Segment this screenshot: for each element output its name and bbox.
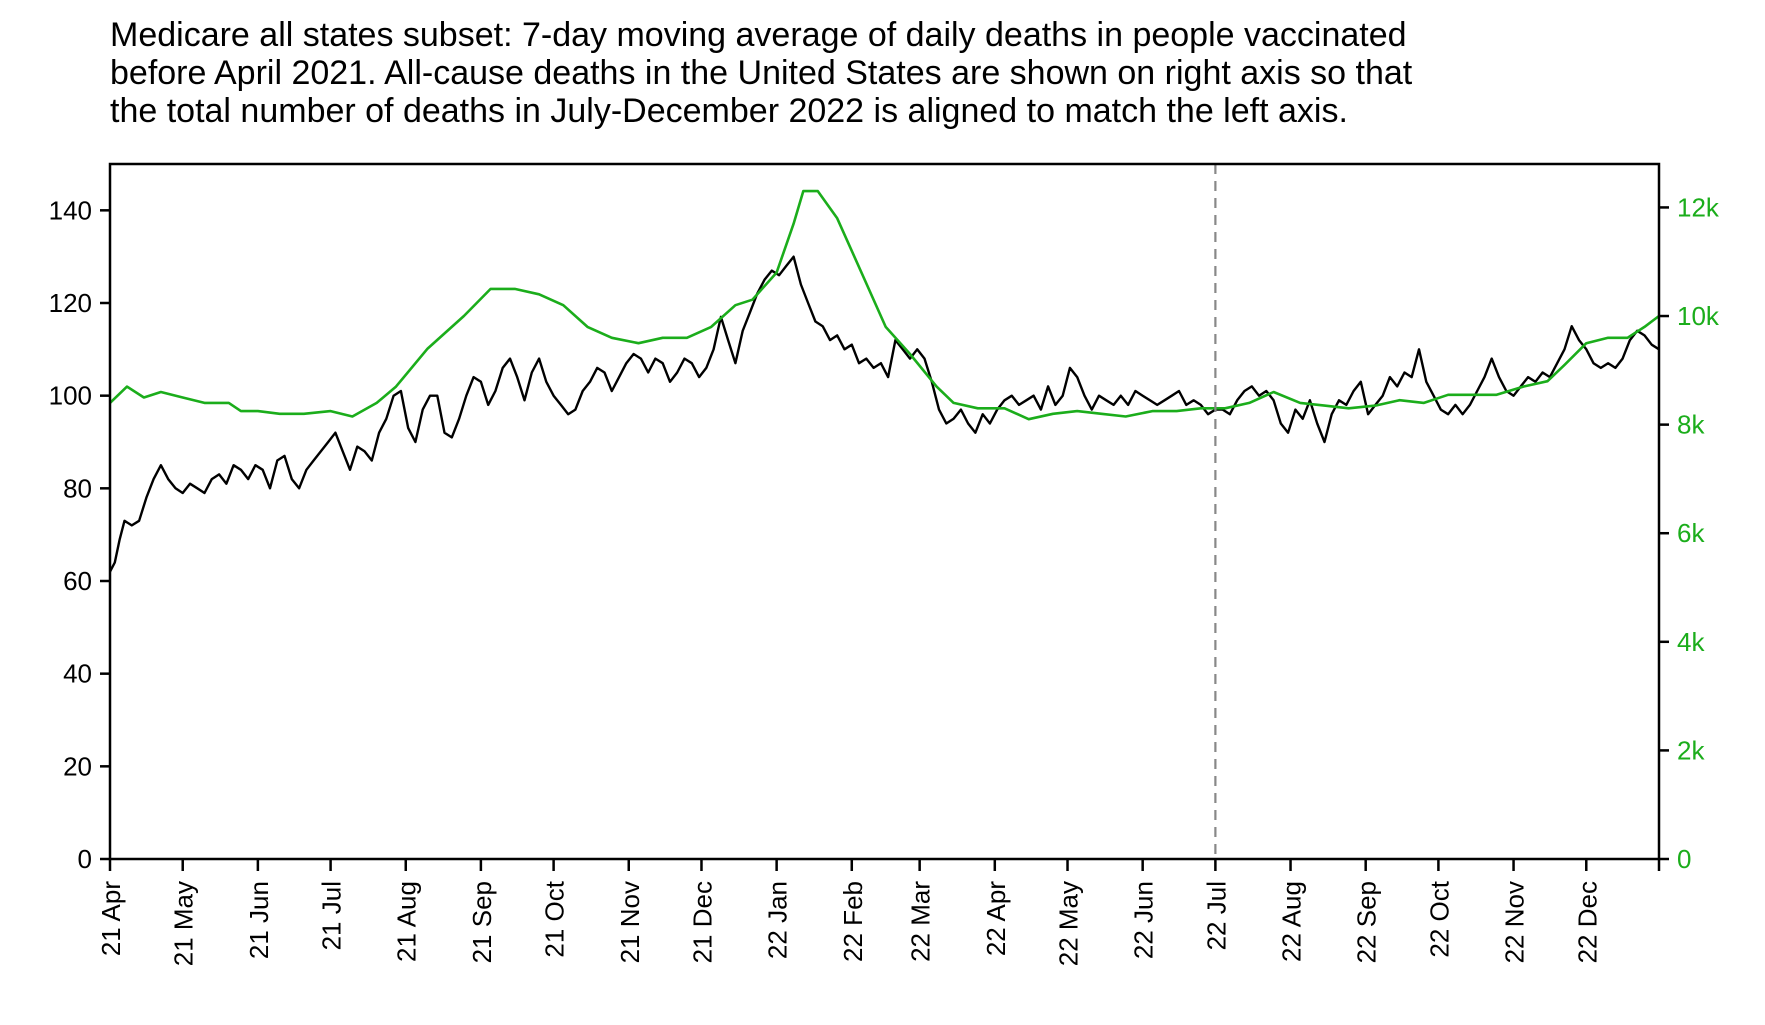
x-tick-label: 22 Feb bbox=[838, 881, 868, 962]
left-y-tick-label: 120 bbox=[49, 288, 92, 318]
right-y-tick-label: 8k bbox=[1677, 410, 1705, 440]
x-tick-label: 21 Sep bbox=[467, 881, 497, 963]
right-y-tick-label: 12k bbox=[1677, 192, 1720, 222]
left-y-tick-label: 0 bbox=[78, 844, 92, 874]
x-tick-label: 21 Apr bbox=[96, 881, 126, 957]
x-tick-label: 22 Mar bbox=[906, 881, 936, 962]
chart-title-line: the total number of deaths in July-Decem… bbox=[110, 92, 1348, 130]
left-y-tick-label: 80 bbox=[63, 473, 92, 503]
right-y-tick-label: 0 bbox=[1677, 844, 1691, 874]
series-layer bbox=[108, 189, 1660, 573]
x-tick-label: 22 Jul bbox=[1201, 881, 1231, 950]
x-tick-label: 21 May bbox=[169, 881, 199, 966]
right-y-tick-label: 6k bbox=[1677, 518, 1705, 548]
medicare-deaths-line bbox=[108, 255, 1660, 573]
left-y-tick-label: 20 bbox=[63, 751, 92, 781]
right-y-tick-label: 4k bbox=[1677, 627, 1705, 657]
x-tick-label: 21 Dec bbox=[687, 881, 717, 963]
x-tick-label: 22 May bbox=[1054, 881, 1084, 966]
x-tick-label: 21 Jun bbox=[244, 881, 274, 959]
x-tick-label: 21 Nov bbox=[615, 881, 645, 963]
left-y-tick-label: 40 bbox=[63, 659, 92, 689]
plot-frame bbox=[108, 162, 1661, 861]
x-tick-label: 22 Jan bbox=[763, 881, 793, 959]
x-tick-label: 22 Dec bbox=[1572, 881, 1602, 963]
x-tick-label: 22 Nov bbox=[1500, 881, 1530, 963]
x-tick-label: 21 Oct bbox=[540, 880, 570, 957]
x-tick-label: 21 Jul bbox=[317, 881, 347, 950]
axis-layer: 0 20 40 60 80 100 120 140 0 2k 4k 6k 8k 10k 12k 21 Apr 2… bbox=[49, 192, 1720, 966]
x-tick-label: 21 Aug bbox=[392, 881, 422, 962]
x-tick-label: 22 Aug bbox=[1277, 881, 1307, 962]
left-y-tick-label: 140 bbox=[49, 195, 92, 225]
right-y-tick-label: 10k bbox=[1677, 301, 1720, 331]
right-y-tick-label: 2k bbox=[1677, 735, 1705, 765]
left-y-tick-label: 100 bbox=[49, 381, 92, 411]
chart-title-line: Medicare all states subset: 7-day moving… bbox=[110, 16, 1407, 54]
x-tick-label: 22 Jun bbox=[1129, 881, 1159, 959]
x-tick-label: 22 Apr bbox=[981, 881, 1011, 957]
left-y-tick-label: 60 bbox=[63, 566, 92, 596]
chart-title-line: before April 2021. All-cause deaths in t… bbox=[110, 54, 1413, 92]
x-tick-label: 22 Oct bbox=[1424, 880, 1454, 957]
x-tick-label: 22 Sep bbox=[1352, 881, 1382, 963]
us-all-cause-deaths-line bbox=[109, 189, 1660, 421]
chart-title: Medicare all states subset: 7-day moving… bbox=[110, 16, 1710, 130]
